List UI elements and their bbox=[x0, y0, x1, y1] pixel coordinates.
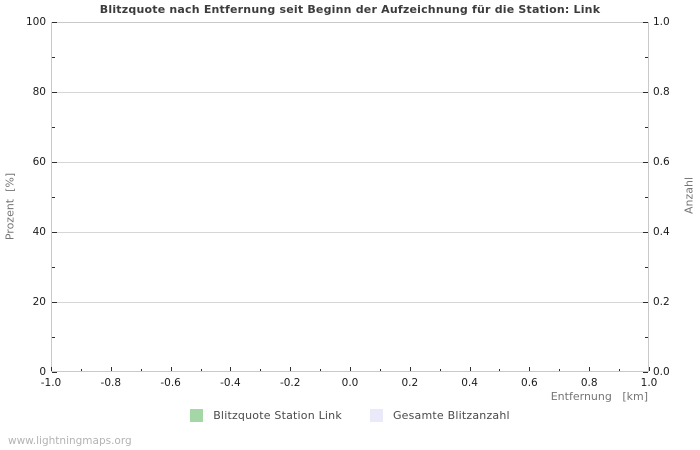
x-tick bbox=[350, 367, 351, 371]
x-tick-label: 0.8 bbox=[580, 377, 598, 389]
x-axis-label: Entfernung [km] bbox=[550, 390, 648, 403]
x-tick-label: -1.0 bbox=[40, 377, 62, 389]
x-tick bbox=[410, 367, 411, 371]
gridline-horizontal bbox=[52, 302, 648, 303]
y-tick-label-right: 0.8 bbox=[653, 86, 670, 98]
x-tick bbox=[230, 367, 231, 371]
x-minor-tick bbox=[380, 369, 381, 371]
x-minor-tick bbox=[81, 369, 82, 371]
x-minor-tick bbox=[320, 369, 321, 371]
x-tick-label: -0.8 bbox=[100, 377, 122, 389]
y-tick-left bbox=[52, 22, 57, 23]
y-tick-right bbox=[643, 232, 648, 233]
x-tick-label: -0.6 bbox=[160, 377, 181, 389]
x-tick bbox=[51, 367, 52, 371]
y-tick-left bbox=[52, 162, 57, 163]
y-tick-label-left: 0 bbox=[39, 366, 46, 378]
y-tick-right bbox=[643, 92, 648, 93]
y-minor-tick-left bbox=[52, 197, 55, 198]
y-tick-label-right: 0.0 bbox=[653, 366, 670, 378]
y-tick-label-right: 1.0 bbox=[653, 16, 670, 28]
y-minor-tick-right bbox=[645, 197, 648, 198]
y-tick-right bbox=[643, 302, 648, 303]
y-tick-left bbox=[52, 92, 57, 93]
x-tick bbox=[171, 367, 172, 371]
y-tick-label-right: 0.2 bbox=[653, 296, 670, 308]
x-tick bbox=[529, 367, 530, 371]
x-tick-label: 1.0 bbox=[640, 377, 658, 389]
x-tick-label: 0.2 bbox=[401, 377, 419, 389]
y-tick-right bbox=[643, 372, 648, 373]
x-minor-tick bbox=[141, 369, 142, 371]
chart-title: Blitzquote nach Entfernung seit Beginn d… bbox=[99, 3, 601, 16]
y-tick-label-left: 40 bbox=[32, 226, 46, 238]
gridline-horizontal bbox=[52, 92, 648, 93]
legend-item: Blitzquote Station Link bbox=[190, 409, 342, 422]
x-tick-label: 0.6 bbox=[521, 377, 538, 389]
y-minor-tick-left bbox=[52, 337, 55, 338]
x-minor-tick bbox=[619, 369, 620, 371]
y-tick-left bbox=[52, 232, 57, 233]
legend-swatch bbox=[190, 409, 204, 422]
x-tick bbox=[111, 367, 112, 371]
x-minor-tick bbox=[440, 369, 441, 371]
y-minor-tick-right bbox=[645, 57, 648, 58]
y-tick-left bbox=[52, 372, 57, 373]
x-minor-tick bbox=[201, 369, 202, 371]
y-axis-label-left: Prozent [%] bbox=[3, 172, 17, 241]
x-tick-label: 0.4 bbox=[461, 377, 478, 389]
gridline-horizontal bbox=[52, 232, 648, 233]
legend-label: Gesamte Blitzanzahl bbox=[392, 409, 510, 422]
y-tick-right bbox=[643, 162, 648, 163]
y-minor-tick-left bbox=[52, 267, 55, 268]
y-tick-label-left: 20 bbox=[32, 296, 46, 308]
x-minor-tick bbox=[499, 369, 500, 371]
x-tick bbox=[649, 367, 650, 371]
x-tick-label: 0.0 bbox=[341, 377, 359, 389]
watermark-link: www.lightningmaps.org bbox=[8, 435, 132, 447]
y-tick-label-left: 60 bbox=[32, 156, 46, 168]
plot-area bbox=[51, 22, 649, 372]
legend-swatch bbox=[369, 409, 383, 422]
y-tick-right bbox=[643, 22, 648, 23]
y-tick-label-right: 0.6 bbox=[653, 156, 670, 168]
chart-legend: Blitzquote Station Link Gesamte Blitzanza… bbox=[0, 409, 700, 422]
y-minor-tick-right bbox=[645, 127, 648, 128]
x-tick bbox=[470, 367, 471, 371]
y-tick-label-left: 100 bbox=[25, 16, 46, 28]
y-minor-tick-left bbox=[52, 57, 55, 58]
x-tick-label: -0.4 bbox=[220, 377, 241, 389]
y-minor-tick-right bbox=[645, 267, 648, 268]
x-tick-label: -0.2 bbox=[279, 377, 301, 389]
y-tick-label-right: 0.4 bbox=[653, 226, 670, 238]
y-tick-label-left: 80 bbox=[32, 86, 46, 98]
y-minor-tick-right bbox=[645, 337, 648, 338]
legend-label: Blitzquote Station Link bbox=[213, 409, 342, 422]
x-minor-tick bbox=[260, 369, 261, 371]
x-tick bbox=[290, 367, 291, 371]
y-minor-tick-left bbox=[52, 127, 55, 128]
legend-item: Gesamte Blitzanzahl bbox=[369, 409, 510, 422]
gridline-horizontal bbox=[52, 162, 648, 163]
x-tick bbox=[589, 367, 590, 371]
y-tick-left bbox=[52, 302, 57, 303]
x-minor-tick bbox=[559, 369, 560, 371]
y-axis-label-right: Anzahl bbox=[682, 176, 696, 215]
